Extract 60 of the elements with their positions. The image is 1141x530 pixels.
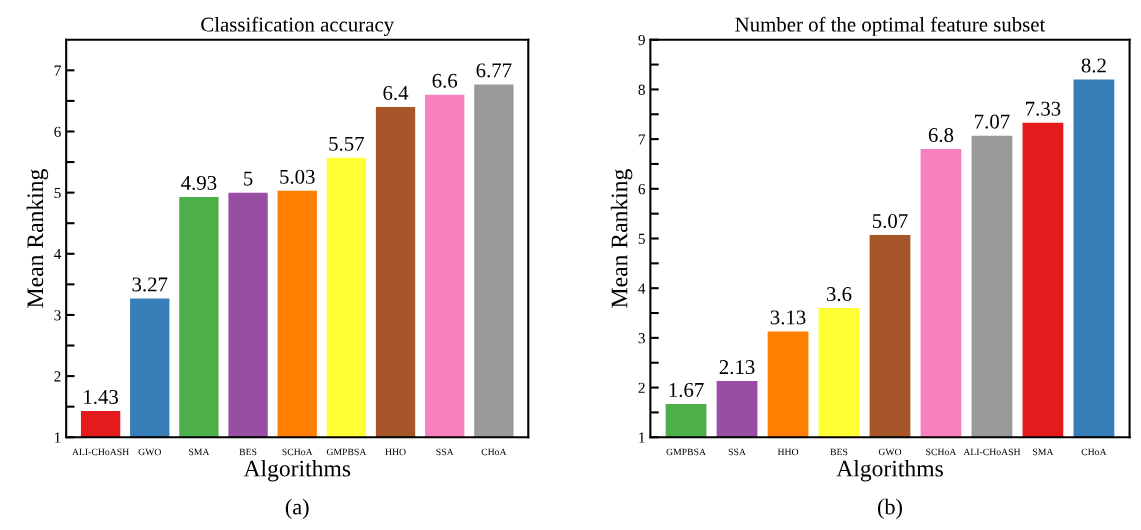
data-label: 2.13 (719, 360, 755, 375)
text: (a) (285, 498, 309, 520)
data-label: 6.8 (928, 127, 954, 143)
x-tick-label: ALI-CHoASH (963, 448, 1021, 456)
y-tick-label: 3 (638, 333, 645, 344)
x-tick-label: CHoA (481, 448, 507, 456)
y-tick-label: 3 (54, 310, 61, 321)
y-tick-label: 7 (54, 65, 61, 76)
y-tick-label: 4 (638, 283, 646, 294)
y-tick-label: 5 (638, 233, 645, 244)
x-tick-label: CHoA (1081, 448, 1107, 456)
y-tick-label: 5 (54, 187, 61, 199)
x-tick-label: SCHoA (926, 448, 957, 456)
x-tick-label: GMPBSA (666, 448, 706, 456)
y-tick-label: 6 (638, 184, 646, 195)
x-tick-label: GMPBSA (326, 448, 367, 456)
x-tick-label: HHO (385, 448, 406, 456)
data-label: 5.07 (872, 213, 908, 229)
y-tick-label: 4 (53, 249, 62, 260)
data-label: 3.13 (770, 310, 806, 325)
chart-title: Classification accuracy (201, 16, 395, 36)
y-tick-label: 2 (54, 371, 61, 382)
x-tick-label: SMA (189, 448, 210, 456)
data-label: 7.07 (975, 114, 1010, 129)
y-tick-label: 8 (638, 84, 645, 95)
text: (b) (878, 498, 902, 520)
x-tick-label: SSA (436, 448, 454, 456)
data-label: 1.43 (84, 389, 119, 405)
y-tick-label: 7 (638, 134, 646, 145)
y-tick-label: 2 (638, 382, 645, 393)
data-label: 5.57 (329, 136, 365, 151)
x-axis-title: Algorithms (243, 459, 351, 482)
data-label: 5 (244, 171, 253, 186)
x-axis-title: Algorithms (836, 459, 943, 482)
data-label: 3.27 (132, 277, 168, 292)
data-label: 6.77 (476, 63, 512, 78)
y-axis-title: Mean Ranking (26, 169, 49, 308)
y-tick-label: 6 (54, 126, 61, 137)
x-tick-label: SMA (1033, 448, 1054, 456)
data-label: 7.33 (1026, 101, 1061, 116)
data-label: 4.93 (181, 175, 217, 190)
data-label: 3.6 (826, 287, 852, 302)
x-tick-label: SCHoA (282, 448, 313, 456)
x-tick-label: BES (239, 448, 257, 456)
data-label: 5.03 (280, 169, 315, 184)
x-tick-label: BES (830, 448, 848, 456)
y-tick-label: 9 (638, 34, 645, 46)
x-tick-label: SSA (728, 448, 746, 456)
data-label: 6.4 (383, 86, 409, 101)
x-tick-label: HHO (777, 448, 799, 456)
data-label: 1.67 (669, 382, 704, 398)
data-label: 6.6 (432, 73, 458, 88)
x-tick-label: GWO (138, 448, 161, 456)
y-tick-label: 1 (639, 432, 645, 443)
data-label: 8.2 (1081, 58, 1106, 73)
y-tick-label: 1 (55, 432, 61, 443)
x-tick-label: ALI-CHoASH (72, 448, 129, 456)
y-axis-title: Mean Ranking (610, 169, 633, 308)
x-tick-label: GWO (878, 448, 902, 456)
chart-title: Number of the optimal feature subset (735, 16, 1046, 36)
